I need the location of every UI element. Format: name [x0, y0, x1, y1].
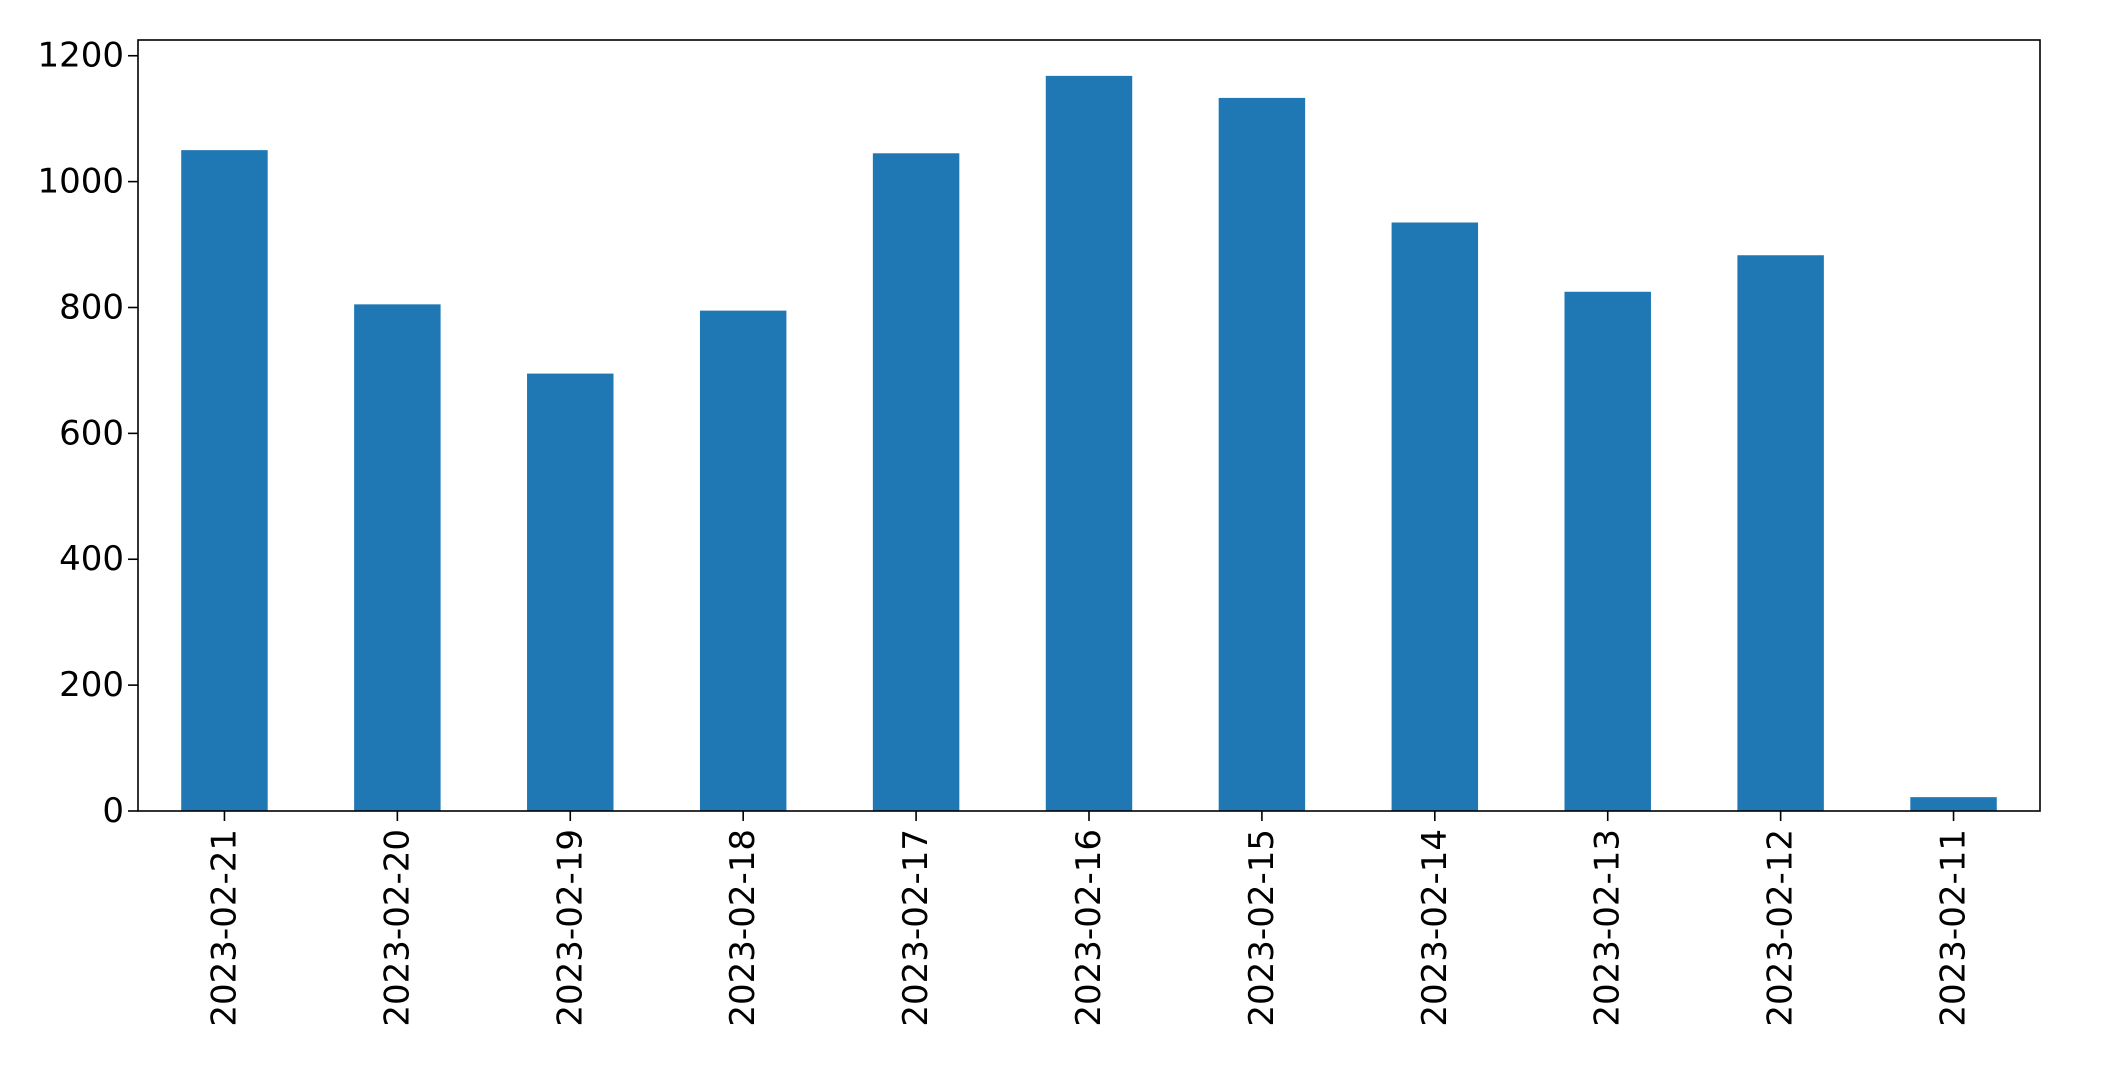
- bar-2023-02-19: [527, 373, 614, 811]
- bars-layer: [181, 75, 1997, 812]
- y-tick-label: 800: [59, 287, 124, 327]
- bar-2023-02-17: [872, 153, 960, 811]
- x-tick-label: 2023-02-21: [204, 829, 244, 1027]
- bar-2023-02-16: [1045, 75, 1133, 811]
- y-tick-label: 1200: [37, 36, 124, 76]
- plot-frame: [137, 39, 2041, 812]
- y-axis: 0 200 400 600 800 1000 1200: [37, 36, 138, 831]
- x-tick-label: 2023-02-14: [1415, 829, 1455, 1027]
- x-tick-label: 2023-02-20: [377, 829, 417, 1027]
- bar-2023-02-14: [1391, 222, 1479, 811]
- bar-2023-02-11: [1910, 797, 1997, 811]
- y-tick-label: 1000: [37, 162, 124, 202]
- x-tick-label: 2023-02-17: [896, 829, 936, 1027]
- x-axis: 2023-02-21 2023-02-20 2023-02-19 2023-02-18…: [204, 811, 1974, 1027]
- x-tick-label: 2023-02-16: [1069, 829, 1109, 1027]
- x-tick-label: 2023-02-12: [1761, 829, 1801, 1027]
- x-tick-label: 2023-02-13: [1588, 829, 1628, 1027]
- bar-2023-02-15: [1218, 97, 1306, 811]
- bar-2023-02-20: [354, 304, 441, 811]
- x-tick-label: 2023-02-15: [1242, 829, 1282, 1027]
- y-tick-label: 200: [59, 665, 124, 705]
- bar-2023-02-21: [181, 150, 268, 812]
- y-tick-label: 0: [102, 791, 124, 831]
- x-tick-label: 2023-02-11: [1934, 829, 1974, 1027]
- x-tick-label: 2023-02-18: [723, 829, 763, 1027]
- bar-2023-02-12: [1737, 255, 1824, 811]
- bar-2023-02-18: [699, 310, 787, 811]
- y-tick-label: 600: [59, 413, 124, 453]
- x-tick-label: 2023-02-19: [550, 829, 590, 1027]
- bar-2023-02-13: [1564, 291, 1651, 811]
- y-tick-label: 400: [59, 539, 124, 579]
